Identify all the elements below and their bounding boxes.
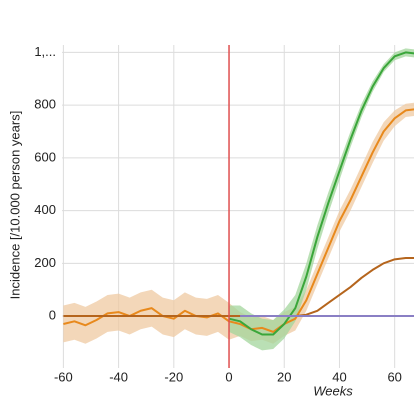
- series-line: [63, 108, 414, 333]
- y-tick-label: 600: [34, 149, 56, 164]
- x-tick-label: -20: [164, 369, 183, 384]
- y-axis-label: Incidence [/10.000 person years]: [7, 111, 22, 300]
- y-tick-label: 800: [34, 97, 56, 112]
- y-tick-label: 200: [34, 255, 56, 270]
- y-tick-label: 400: [34, 202, 56, 217]
- x-tick-label: 40: [332, 369, 346, 384]
- x-tick-label: 60: [387, 369, 401, 384]
- x-tick-label: -60: [54, 369, 73, 384]
- series-line: [228, 51, 414, 336]
- y-tick-label: 1,...: [34, 44, 56, 59]
- y-tick-label: 0: [49, 307, 56, 322]
- x-tick-label: 20: [277, 369, 291, 384]
- x-tick-label: -40: [109, 369, 128, 384]
- confidence-band: [229, 48, 414, 351]
- x-axis-label: Weeks: [313, 383, 353, 398]
- x-tick-label: 0: [225, 369, 232, 384]
